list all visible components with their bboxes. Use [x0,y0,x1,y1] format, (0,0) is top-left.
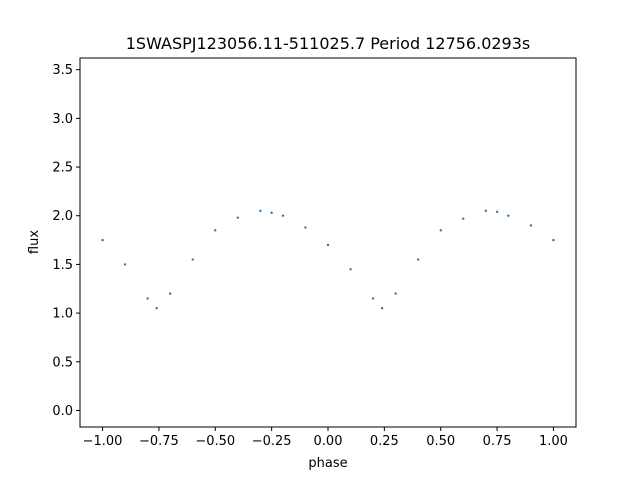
data-point [394,292,397,295]
y-tick-label: 1.0 [52,307,73,322]
data-point [270,211,273,214]
y-axis-label: flux [27,230,42,254]
y-tick-label: 0.0 [52,404,73,419]
data-point [101,238,104,242]
x-tick-label: 0.00 [314,434,343,449]
x-axis-label: phase [308,456,347,471]
data-point [214,229,217,232]
x-tick-label: 0.50 [426,434,455,449]
x-tick-label: 1.00 [539,434,568,449]
y-tick-label: 2.5 [52,161,73,176]
plot-frame [79,57,577,428]
data-point [191,258,194,261]
y-tick-label: 1.5 [52,258,73,273]
data-point [146,297,149,300]
data-point [326,243,330,247]
data-point [281,214,285,217]
x-tick-label: −0.75 [139,434,179,449]
y-tick-label: 3.5 [52,63,73,78]
data-point [168,292,172,295]
data-point [529,224,533,227]
y-tick-label: 3.0 [52,112,73,127]
data-point [349,268,352,271]
y-tick-label: 2.0 [52,209,73,224]
data-points [101,209,555,310]
x-tick-label: 0.25 [370,434,399,449]
data-point [439,229,442,232]
x-tick-label: −0.50 [195,434,235,449]
data-point [304,226,307,229]
x-tick-label: −1.00 [83,434,123,449]
data-point [155,307,158,310]
x-tick-label: −0.25 [252,434,292,449]
y-tick-label: 0.5 [52,355,73,370]
data-point [416,258,420,261]
data-point [495,210,499,214]
data-point [371,297,375,300]
data-point [462,217,465,220]
chart-title: 1SWASPJ123056.11-511025.7 Period 12756.0… [126,34,531,53]
data-point [507,214,510,217]
data-point [552,238,555,242]
data-point [236,216,240,219]
data-point [380,307,384,310]
y-axis-ticks: 0.0 0.5 1.0 1.5 2.0 2.5 3.0 3.5 [52,63,80,419]
data-point [259,209,262,213]
data-point [123,263,127,266]
x-axis-ticks: −1.00 −0.75 −0.50 −0.25 0.00 0.25 0.50 0.75 1.00 [83,427,568,449]
data-point [484,209,488,213]
x-tick-label: 0.75 [483,434,512,449]
